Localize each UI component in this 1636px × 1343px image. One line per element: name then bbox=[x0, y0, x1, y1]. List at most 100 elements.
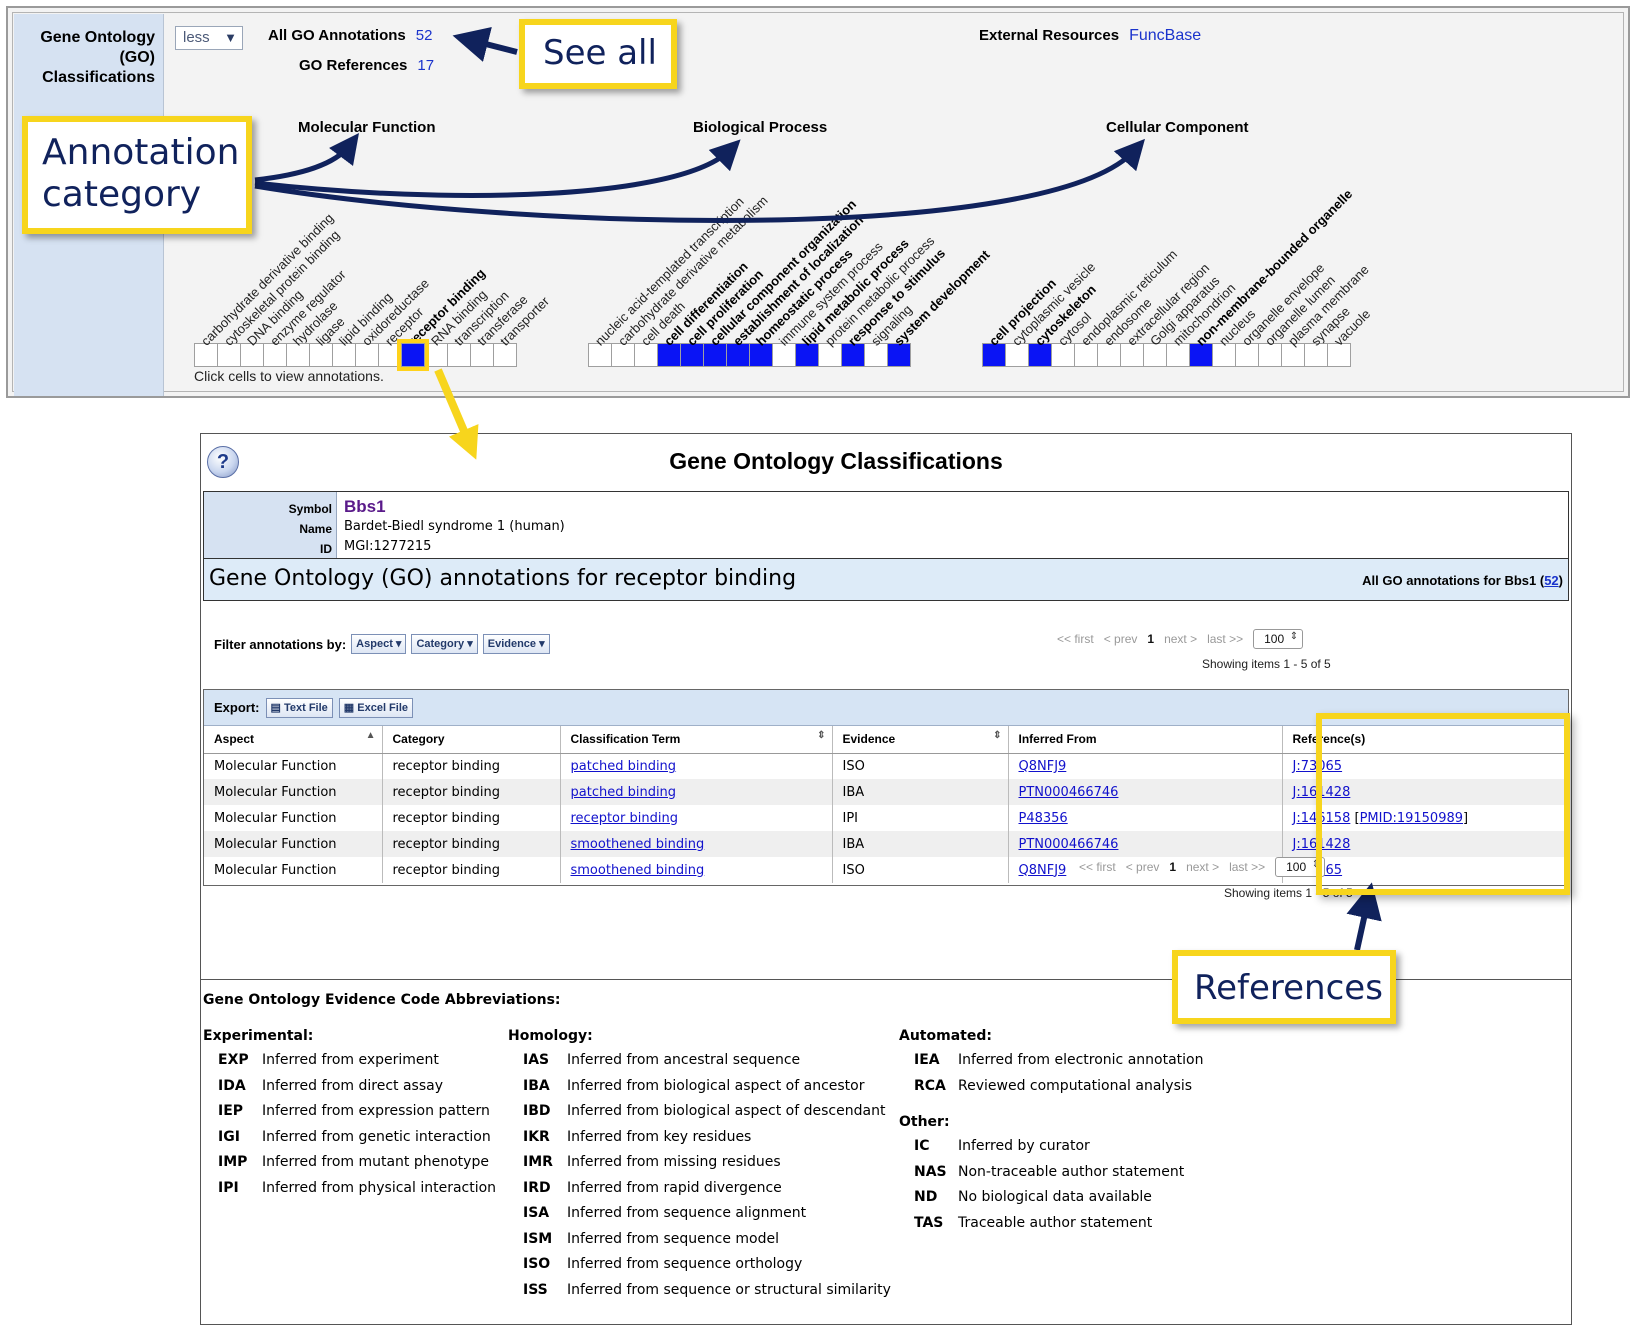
column-header-category[interactable]: Category bbox=[382, 726, 561, 754]
grid-cell[interactable] bbox=[1005, 343, 1029, 367]
funcbase-link[interactable]: FuncBase bbox=[1129, 27, 1202, 44]
pager-last[interactable]: last >> bbox=[1207, 632, 1244, 646]
annotations-title: Gene Ontology (GO) annotations for recep… bbox=[209, 566, 797, 591]
filter-evidence-button[interactable]: Evidence ▾ bbox=[482, 634, 550, 654]
evidence-code: IBD bbox=[523, 1103, 551, 1119]
column-header-inferred-from[interactable]: Inferred From bbox=[1008, 726, 1283, 754]
external-resources: External Resources FuncBase bbox=[979, 27, 1201, 45]
export-bar: Export: ▤ Text File ▦ Excel File bbox=[204, 690, 1568, 726]
evidence-code-row: IRD Inferred from rapid divergence bbox=[508, 1180, 891, 1206]
column-header-classification-term[interactable]: Classification Term ⇕ bbox=[560, 726, 833, 754]
pmid-bracket: ] bbox=[1463, 810, 1469, 826]
term-link[interactable]: smoothened binding bbox=[570, 862, 705, 878]
grid-cell[interactable] bbox=[864, 343, 888, 367]
evidence-group: Homology: IAS Inferred from ancestral sequ… bbox=[508, 1028, 891, 1307]
page-size-select[interactable]: 100 ⇕ bbox=[1275, 857, 1326, 877]
column-header-evidence[interactable]: Evidence ⇕ bbox=[832, 726, 1009, 754]
pager-bottom: << first < prev 1 next > last >> 100 ⇕ bbox=[1079, 857, 1326, 877]
table-row: Molecular Function receptor binding smooth… bbox=[204, 831, 1568, 857]
grid-cell[interactable] bbox=[447, 343, 471, 367]
gene-id: MGI:1277215 bbox=[344, 539, 432, 554]
table-row: Molecular Function receptor binding patche… bbox=[204, 779, 1568, 805]
evidence-description: Traceable author statement bbox=[958, 1214, 1153, 1231]
inferred-from-link[interactable]: Q8NFJ9 bbox=[1018, 862, 1067, 878]
pager-prev[interactable]: < prev bbox=[1103, 632, 1138, 646]
export-excel-file-button[interactable]: ▦ Excel File bbox=[338, 697, 414, 718]
cell-aspect: Molecular Function bbox=[204, 779, 383, 805]
term-link[interactable]: patched binding bbox=[570, 784, 677, 800]
column-header-aspect[interactable]: Aspect ▲ bbox=[204, 726, 383, 754]
cell-category: receptor binding bbox=[382, 831, 561, 857]
less-toggle-select[interactable]: less ▼ bbox=[175, 26, 243, 50]
cell-aspect: Molecular Function bbox=[204, 831, 383, 857]
grid-cell[interactable] bbox=[680, 343, 704, 367]
grid-cell[interactable] bbox=[1051, 343, 1075, 367]
inferred-from-link[interactable]: Q8NFJ9 bbox=[1018, 758, 1067, 774]
pmid-link[interactable]: PMID:19150989 bbox=[1359, 810, 1464, 826]
name-label: Name bbox=[299, 522, 332, 536]
evidence-code: IAS bbox=[523, 1052, 550, 1068]
pager-first[interactable]: << first bbox=[1057, 632, 1094, 646]
gene-name: Bardet-Biedl syndrome 1 (human) bbox=[344, 519, 565, 534]
evidence-code: IRD bbox=[523, 1179, 551, 1196]
grid-cell[interactable] bbox=[657, 343, 681, 367]
grid-cell[interactable] bbox=[1327, 343, 1351, 367]
grid-cell[interactable] bbox=[355, 343, 379, 367]
term-link[interactable]: receptor binding bbox=[570, 810, 678, 826]
cell-term: smoothened binding bbox=[560, 857, 833, 883]
filter-category-button[interactable]: Category ▾ bbox=[411, 634, 478, 654]
inferred-from-link[interactable]: PTN000466746 bbox=[1018, 784, 1119, 800]
evidence-code-row: IGI Inferred from genetic interaction bbox=[203, 1129, 496, 1155]
inferred-from-link[interactable]: P48356 bbox=[1018, 810, 1068, 826]
pager-next[interactable]: next > bbox=[1186, 860, 1220, 874]
pager-top: << first < prev 1 next > last >> 100 ⇕ bbox=[1057, 629, 1304, 649]
sort-ascending-icon: ▲ bbox=[365, 730, 376, 741]
page-size-select[interactable]: 100 ⇕ bbox=[1253, 629, 1304, 649]
column-header-references[interactable]: Reference(s) bbox=[1282, 726, 1568, 754]
evidence-description: Inferred from biological aspect of ances… bbox=[567, 1077, 865, 1094]
grid-cell[interactable] bbox=[887, 343, 911, 367]
click-hint: Click cells to view annotations. bbox=[194, 368, 384, 384]
pager-next[interactable]: next > bbox=[1164, 632, 1198, 646]
grid-cell[interactable] bbox=[1097, 343, 1121, 367]
dropdown-arrow-icon: ▼ bbox=[224, 30, 237, 45]
pager-last[interactable]: last >> bbox=[1229, 860, 1266, 874]
export-text-file-button[interactable]: ▤ Text File bbox=[265, 697, 333, 718]
cell-term: smoothened binding bbox=[560, 831, 833, 857]
go-references-count-link[interactable]: 17 bbox=[417, 57, 435, 74]
evidence-code: IEP bbox=[218, 1103, 244, 1119]
annotations-table: Export: ▤ Text File ▦ Excel File Aspect ▲… bbox=[203, 689, 1569, 886]
grid-cell[interactable] bbox=[493, 343, 517, 367]
grid-cell[interactable] bbox=[588, 343, 612, 367]
cell-category: receptor binding bbox=[382, 805, 561, 831]
grid-cell[interactable] bbox=[1143, 343, 1167, 367]
grid-cell[interactable] bbox=[726, 343, 750, 367]
filter-aspect-button[interactable]: Aspect ▾ bbox=[351, 634, 407, 654]
inferred-from-link[interactable]: PTN000466746 bbox=[1018, 836, 1119, 852]
term-link[interactable]: patched binding bbox=[570, 758, 677, 774]
all-annotations-link[interactable]: 52 bbox=[1544, 573, 1559, 588]
help-icon[interactable]: ? bbox=[207, 446, 239, 478]
all-annotations-stat: All GO Annotations 52 bbox=[268, 27, 432, 44]
cell-evidence: ISO bbox=[832, 753, 1009, 779]
all-annotations-count-link[interactable]: 52 bbox=[415, 27, 433, 44]
evidence-code-row: IDA Inferred from direct assay bbox=[203, 1078, 496, 1104]
filter-aspect-label: Aspect bbox=[356, 638, 393, 650]
pager-first[interactable]: << first bbox=[1079, 860, 1116, 874]
column-header-label: Reference(s) bbox=[1292, 732, 1366, 747]
evidence-code-row: ISO Inferred from sequence orthology bbox=[508, 1256, 891, 1282]
evidence-description: Inferred from expression pattern bbox=[262, 1103, 490, 1119]
term-link[interactable]: smoothened binding bbox=[570, 836, 705, 852]
grid-cell[interactable] bbox=[1120, 343, 1144, 367]
grid-cell[interactable] bbox=[634, 343, 658, 367]
grid-cell[interactable] bbox=[1189, 343, 1213, 367]
grid-cell[interactable] bbox=[401, 343, 425, 367]
evidence-description: Inferred from biological aspect of desce… bbox=[567, 1103, 886, 1119]
pager-prev[interactable]: < prev bbox=[1125, 860, 1160, 874]
biological-process-grid bbox=[588, 343, 911, 367]
filter-icon: ▾ bbox=[395, 638, 402, 650]
grid-cell[interactable] bbox=[1074, 343, 1098, 367]
cell-inferred-from: Q8NFJ9 bbox=[1008, 857, 1283, 883]
grid-cell[interactable] bbox=[470, 343, 494, 367]
filter-evidence-label: Evidence bbox=[487, 638, 537, 650]
